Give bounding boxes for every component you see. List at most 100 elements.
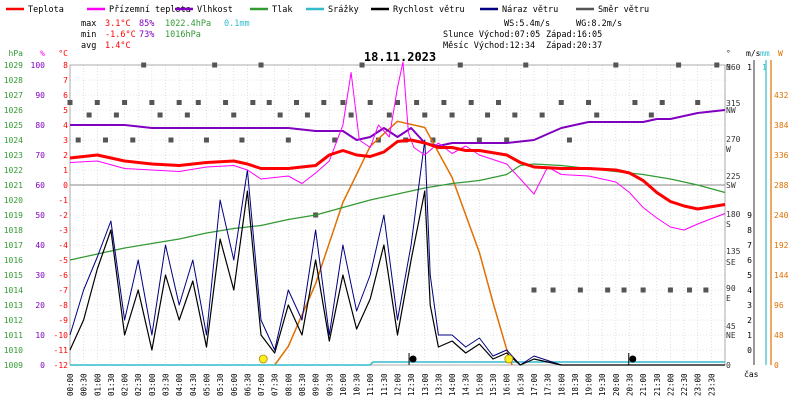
- info-block: WS:5.4m/s WG:8.2m/s Slunce Východ:07:05 …: [443, 19, 622, 51]
- tick-watt: 336: [774, 151, 789, 160]
- tick-hpa: 1022: [4, 166, 23, 175]
- tick-time: 03:30: [162, 373, 171, 396]
- info-moon-set: Západ:20:37: [546, 41, 602, 51]
- wind-direction-mark: [714, 62, 720, 68]
- tick-direction: 45: [726, 322, 736, 331]
- tick-time: 13:30: [434, 373, 443, 396]
- wind-direction-mark: [476, 137, 482, 143]
- wind-direction-mark: [523, 62, 529, 68]
- wind-direction-mark: [586, 100, 592, 105]
- wind-direction-mark: [468, 100, 474, 105]
- wind-direction-mark: [512, 112, 518, 118]
- stat-max-rain: 0.1mm: [224, 19, 250, 29]
- axis-label-ms: m/s: [746, 49, 761, 58]
- tick-time: 09:00: [312, 373, 321, 396]
- wind-direction-mark: [285, 137, 291, 143]
- axis-label-mm: mm: [760, 49, 770, 58]
- tick-direction: 315: [726, 99, 741, 108]
- tick-hpa: 1012: [4, 316, 23, 325]
- tick-time: 23:00: [694, 373, 703, 396]
- wind-direction-mark: [141, 62, 147, 68]
- tick-celsius: -5: [58, 256, 68, 265]
- tick-time: 04:30: [189, 373, 198, 396]
- tick-direction: SW: [726, 181, 736, 190]
- tick-pct: 0: [40, 361, 45, 370]
- tick-time: 21:30: [653, 373, 662, 396]
- tick-time: 06:00: [230, 373, 239, 396]
- tick-watt: 0: [774, 361, 779, 370]
- tick-time: 20:00: [612, 373, 621, 396]
- tick-watt: 240: [774, 211, 789, 220]
- tick-watt: 96: [774, 301, 784, 310]
- series-wind: [69, 190, 725, 366]
- wind-direction-mark: [231, 112, 237, 118]
- wind-direction-mark: [687, 287, 693, 293]
- tick-time: 15:00: [475, 373, 484, 396]
- stat-min-label: min: [81, 30, 96, 40]
- wind-direction-mark: [449, 112, 455, 118]
- tick-time: 17:00: [530, 373, 539, 396]
- wind-direction-mark: [613, 62, 619, 68]
- wind-direction-mark: [422, 112, 428, 118]
- tick-watt: 48: [774, 331, 784, 340]
- tick-hpa: 1027: [4, 91, 23, 100]
- series-solar: [274, 120, 513, 366]
- tick-hpa: 1014: [4, 286, 23, 295]
- tick-ms: 0: [747, 346, 752, 355]
- tick-watt: 384: [774, 121, 789, 130]
- wind-direction-mark: [195, 100, 201, 105]
- stat-min-temp: -1.6°C: [105, 30, 136, 40]
- tick-celsius: -7: [58, 286, 68, 295]
- tick-time: 07:00: [257, 373, 266, 396]
- wind-direction-mark: [304, 112, 310, 118]
- tick-celsius: -9: [58, 316, 68, 325]
- tick-time: 05:00: [202, 373, 211, 396]
- axis-label-time: čas: [744, 369, 759, 379]
- tick-ms: 1: [747, 63, 752, 72]
- wind-direction-mark: [605, 287, 611, 293]
- tick-direction: 360: [726, 63, 741, 72]
- wind-direction-mark: [703, 287, 709, 293]
- wind-direction-mark: [632, 100, 638, 105]
- wind-direction-mark: [566, 137, 572, 143]
- moonset-marker: [629, 355, 637, 363]
- tick-time: 14:00: [448, 373, 457, 396]
- tick-pct: 50: [35, 211, 45, 220]
- info-sun: Slunce Východ:07:05: [443, 30, 540, 40]
- tick-direction: NW: [726, 106, 736, 115]
- info-moon: Měsíc Východ:12:34: [443, 41, 535, 51]
- tick-hpa: 1023: [4, 151, 23, 160]
- tick-watt: 432: [774, 91, 789, 100]
- tick-celsius: 8: [63, 61, 68, 70]
- tick-time: 12:00: [394, 373, 403, 396]
- legend-label: Teplota: [28, 5, 64, 15]
- axis-label-hpa: hPa: [9, 49, 24, 58]
- tick-celsius: 3: [63, 136, 68, 145]
- tick-watt: 144: [774, 271, 789, 280]
- moonrise-marker: [409, 355, 417, 363]
- chart-title: 18.11.2023: [364, 50, 436, 64]
- wind-direction-mark: [485, 112, 491, 118]
- tick-pct: 90: [35, 91, 45, 100]
- tick-time: 10:30: [353, 373, 362, 396]
- tick-time: 01:00: [93, 373, 102, 396]
- wind-direction-mark: [130, 137, 136, 143]
- tick-time: 22:30: [680, 373, 689, 396]
- tick-time: 02:00: [121, 373, 130, 396]
- wind-direction-mark: [168, 137, 174, 143]
- legend-label: Tlak: [272, 5, 292, 15]
- tick-time: 16:30: [516, 373, 525, 396]
- tick-celsius: 6: [63, 91, 68, 100]
- wind-direction-mark: [457, 62, 463, 68]
- tick-pct: 30: [35, 271, 45, 280]
- tick-hpa: 1029: [4, 61, 23, 70]
- wind-direction-mark: [75, 137, 81, 143]
- tick-direction: 135: [726, 247, 741, 256]
- tick-direction: E: [726, 294, 731, 303]
- wind-direction-mark: [695, 100, 701, 105]
- tick-direction: 225: [726, 172, 741, 181]
- tick-direction: SE: [726, 258, 736, 267]
- tick-pct: 20: [35, 301, 45, 310]
- wind-direction-mark: [203, 137, 209, 143]
- wind-direction-mark: [157, 112, 163, 118]
